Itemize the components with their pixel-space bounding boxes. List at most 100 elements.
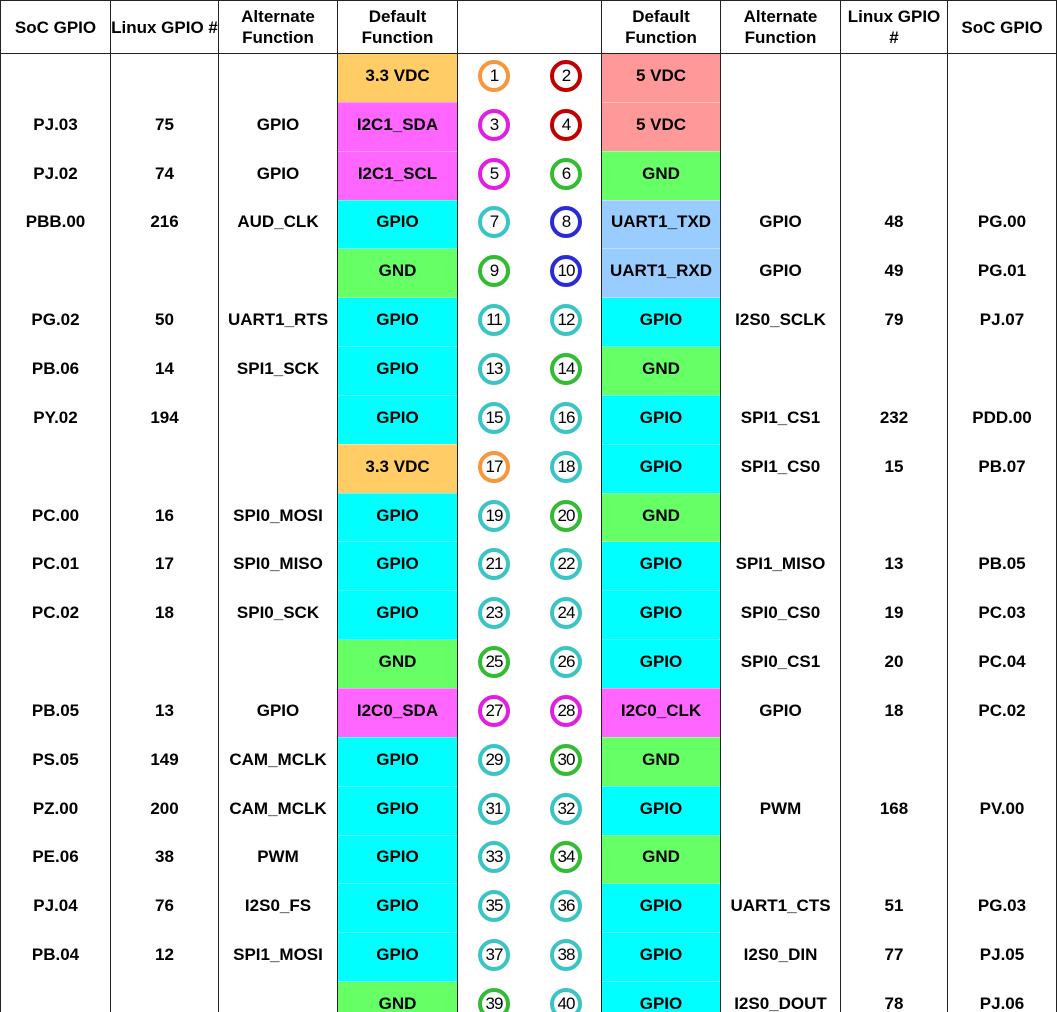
soc-gpio-text: PV.00 [979, 798, 1025, 818]
alt-function-text: SPI1_CS0 [740, 456, 821, 476]
alt-function-r: SPI0_CS1 [720, 639, 841, 689]
table-row: PC.00 16 SPI0_MOSI GPIO 19 20 GND [0, 492, 1057, 542]
soc-gpio-l: PBB.00 [0, 200, 111, 249]
pin-37-circle: 37 [478, 939, 510, 972]
alt-function-l [218, 639, 338, 689]
linux-gpio-text: 14 [155, 358, 174, 378]
table-row: PB.06 14 SPI1_SCK GPIO 13 14 GND [0, 346, 1057, 396]
linux-gpio-r: 77 [840, 932, 948, 982]
linux-gpio-r: 168 [840, 786, 948, 835]
alt-function-text: SPI1_SCK [236, 358, 320, 378]
linux-gpio-text: 232 [879, 407, 909, 427]
soc-gpio-text: PC.03 [978, 603, 1026, 623]
header-pins [457, 0, 602, 54]
table-row: PB.04 12 SPI1_MOSI GPIO 37 38 GPIO I2S0_DIN 77 PJ… [0, 932, 1057, 982]
table-row: PC.01 17 SPI0_MISO GPIO 21 22 GPIO SPI1_MISO 13 P… [0, 541, 1057, 591]
soc-gpio-l: PC.01 [0, 541, 111, 591]
pin-pair: 11 12 [457, 297, 602, 347]
soc-gpio-l: PC.02 [0, 590, 111, 640]
soc-gpio-text: PB.07 [978, 456, 1026, 476]
default-function-text: GPIO [376, 212, 419, 232]
pin-pair: 19 20 [457, 493, 602, 542]
pin-33-circle: 33 [478, 841, 510, 874]
linux-gpio-text: 20 [884, 652, 904, 672]
default-function-r: GPIO [601, 981, 721, 1012]
soc-gpio-text: PB.05 [31, 700, 80, 720]
soc-gpio-r: PB.07 [947, 444, 1057, 494]
pin-14-circle: 14 [550, 352, 582, 385]
soc-gpio-r [947, 737, 1057, 787]
linux-gpio-text: 38 [155, 847, 174, 867]
linux-gpio-l: 16 [110, 493, 219, 542]
default-function-l: GPIO [337, 492, 458, 542]
default-function-l: GPIO [337, 932, 458, 982]
default-function-text: GPIO [376, 554, 419, 574]
linux-gpio-text: 13 [884, 554, 904, 574]
soc-gpio-text: PG.02 [31, 310, 80, 330]
default-function-l: GPIO [337, 785, 458, 835]
default-function-l: GPIO [337, 736, 458, 787]
linux-gpio-r: 18 [840, 688, 948, 738]
pin-pair: 15 16 [457, 395, 602, 445]
default-function-l: GND [337, 639, 458, 689]
soc-gpio-text: PJ.04 [33, 896, 78, 916]
default-function-l: GPIO [337, 590, 458, 640]
soc-gpio-l: PE.06 [0, 835, 111, 884]
linux-gpio-r: 51 [840, 883, 948, 933]
soc-gpio-text: PC.02 [978, 700, 1026, 720]
soc-gpio-text: PDD.00 [972, 407, 1032, 427]
soc-gpio-l [0, 444, 111, 494]
default-function-r: GND [601, 834, 721, 884]
soc-gpio-l: PB.06 [0, 346, 111, 396]
default-function-text: GPIO [376, 945, 419, 965]
linux-gpio-l: 13 [110, 688, 219, 738]
alt-function-r [720, 737, 841, 787]
alt-function-text: GPIO [759, 261, 802, 281]
soc-gpio-text: PBB.00 [25, 212, 86, 232]
header-linux-gpio-right: Linux GPIO # [840, 0, 948, 54]
table-row: 3.3 VDC 1 2 5 VDC [0, 53, 1057, 103]
pin-7-circle: 7 [478, 206, 510, 239]
linux-gpio-l: 74 [110, 151, 219, 201]
alt-function-text: GPIO [256, 114, 300, 134]
default-function-r: GPIO [601, 883, 721, 933]
default-function-text: GPIO [639, 603, 683, 623]
default-function-text: GPIO [376, 603, 419, 623]
alt-function-text: I2S0_DIN [743, 945, 818, 965]
soc-gpio-r: PJ.07 [947, 297, 1057, 347]
pin-28-circle: 28 [550, 694, 582, 727]
alt-function-text: GPIO [256, 163, 300, 183]
alt-function-text: UART1_RTS [227, 310, 329, 330]
header-default-function-right: Default Function [601, 0, 721, 54]
table-row: PZ.00 200 CAM_MCLK GPIO 31 32 GPIO PWM 168 PV.00 [0, 785, 1057, 835]
header-soc-gpio-left: SoC GPIO [0, 0, 111, 54]
soc-gpio-text: PG.00 [977, 212, 1027, 232]
soc-gpio-r [947, 493, 1057, 542]
pin-pair: 29 30 [457, 737, 602, 787]
pin-5-circle: 5 [478, 157, 510, 190]
soc-gpio-r: PC.02 [947, 688, 1057, 738]
table-row: GND 25 26 GPIO SPI0_CS1 20 PC.04 [0, 639, 1057, 689]
default-function-r: I2C0_CLK [601, 687, 721, 738]
linux-gpio-r [840, 102, 948, 152]
alt-function-l: PWM [218, 835, 338, 884]
default-function-text: GPIO [639, 993, 683, 1012]
default-function-text: GND [378, 993, 417, 1012]
table-row: PG.02 50 UART1_RTS GPIO 11 12 GPIO I2S0_SCLK 79 P… [0, 297, 1057, 347]
pin-1-circle: 1 [478, 60, 510, 93]
alt-function-text: UART1_CTS [730, 896, 831, 916]
linux-gpio-l: 76 [110, 883, 219, 933]
default-function-text: GPIO [376, 407, 419, 427]
default-function-r: GND [601, 150, 721, 201]
linux-gpio-text: 74 [155, 163, 174, 183]
linux-gpio-text: 48 [884, 212, 904, 232]
alt-function-l: CAM_MCLK [218, 737, 338, 787]
pin-20-circle: 20 [550, 499, 582, 532]
default-function-text: GPIO [639, 554, 683, 574]
table-row: PBB.00 216 AUD_CLK GPIO 7 8 UART1_TXD GPIO 48 PG.… [0, 199, 1057, 249]
default-function-r: GPIO [601, 297, 721, 347]
pin-pair: 17 18 [457, 444, 602, 494]
soc-gpio-text: PG.01 [977, 261, 1027, 281]
soc-gpio-l [0, 639, 111, 689]
